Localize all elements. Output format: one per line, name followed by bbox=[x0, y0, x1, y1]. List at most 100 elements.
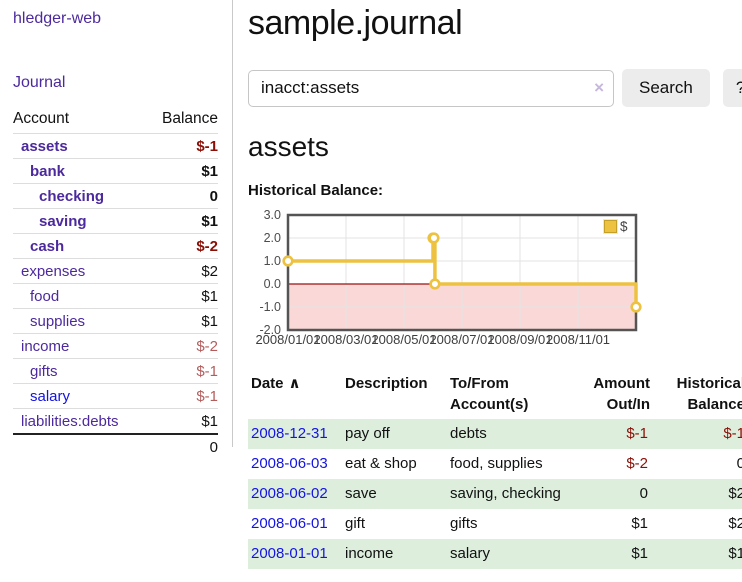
table-row: 2008-06-01 gift gifts $1 $2 bbox=[248, 509, 742, 539]
transaction-date-link[interactable]: 2008-06-02 bbox=[251, 485, 328, 502]
transaction-amount: $1 bbox=[631, 515, 648, 532]
amount-column-header: Amount Out/In bbox=[593, 375, 650, 413]
sidebar-account-link[interactable]: expenses bbox=[21, 262, 86, 280]
sidebar-account-link[interactable]: gifts bbox=[30, 362, 58, 380]
sidebar-account-link[interactable]: cash bbox=[30, 237, 65, 255]
help-button[interactable]: ? bbox=[722, 69, 742, 107]
search-button[interactable]: Search bbox=[622, 69, 710, 107]
table-row: 2008-12-31 pay off debts $-1 $-1 bbox=[248, 419, 742, 449]
transaction-date: 2008-01-01 bbox=[248, 539, 345, 569]
account-cell: checking bbox=[13, 183, 147, 209]
accounts-header: Account bbox=[13, 110, 70, 127]
transaction-balance: $2 bbox=[728, 515, 742, 532]
account-balance: $1 bbox=[146, 308, 218, 334]
sidebar-account-link[interactable]: liabilities:debts bbox=[21, 412, 119, 430]
accounts-table: Account Balance assets $-1 bank $1 checking 0… bbox=[13, 107, 218, 459]
balance-chart: $ 3.0 2.0 1.0 0.0 -1.0 -2.0 2008/01/01 2008/03/… bbox=[248, 206, 742, 356]
account-balance: $1 bbox=[146, 408, 218, 434]
transaction-date-link[interactable]: 2008-12-31 bbox=[251, 425, 328, 442]
sidebar-account-link[interactable]: assets bbox=[21, 137, 68, 155]
account-cell: assets bbox=[13, 133, 147, 159]
transaction-date-link[interactable]: 2008-01-01 bbox=[251, 545, 328, 562]
legend-swatch bbox=[603, 219, 618, 234]
sidebar-account-link[interactable]: salary bbox=[30, 387, 71, 405]
sidebar-account-link[interactable]: bank bbox=[30, 162, 66, 180]
y-axis-tick: -2.0 bbox=[259, 323, 281, 337]
date-column-header[interactable]: Date ∧ bbox=[251, 375, 301, 392]
account-balance: $1 bbox=[146, 208, 218, 234]
y-axis-tick: 2.0 bbox=[263, 231, 281, 245]
sidebar-account-link[interactable]: income bbox=[21, 337, 70, 355]
x-axis-tick: 2008/03/01 bbox=[313, 332, 379, 347]
transaction-accounts: salary bbox=[450, 545, 491, 562]
x-axis-tick: 2008/01/01 bbox=[255, 332, 321, 347]
transaction-amount: $1 bbox=[631, 545, 648, 562]
search-input[interactable] bbox=[248, 69, 614, 107]
account-row: salary $-1 bbox=[13, 383, 218, 409]
y-axis-tick: -1.0 bbox=[259, 300, 281, 314]
sidebar-account-link[interactable]: food bbox=[30, 287, 60, 305]
sidebar-account-link[interactable]: supplies bbox=[30, 312, 86, 330]
account-balance: $2 bbox=[146, 258, 218, 284]
account-cell: supplies bbox=[13, 308, 147, 334]
table-row: 2008-06-02 save saving, checking 0 $2 bbox=[248, 479, 742, 509]
table-row: 2008-01-01 income salary $1 $1 bbox=[248, 539, 742, 569]
transaction-date: 2008-06-01 bbox=[248, 509, 345, 539]
transaction-description: pay off bbox=[345, 425, 390, 442]
chart-legend: $ bbox=[603, 219, 628, 234]
account-row: income $-2 bbox=[13, 333, 218, 359]
transaction-balance: $2 bbox=[728, 485, 742, 502]
description-column-header: Description bbox=[345, 375, 428, 392]
accounts-total-row: 0 bbox=[13, 433, 218, 459]
transaction-description: gift bbox=[345, 515, 366, 532]
total-spacer bbox=[13, 433, 147, 459]
account-row: liabilities:debts $1 bbox=[13, 408, 218, 434]
account-row: bank $1 bbox=[13, 158, 218, 184]
x-axis-tick: 2008/09/01 bbox=[487, 332, 553, 347]
account-balance: $-1 bbox=[146, 358, 218, 384]
accounts-tbody: assets $-1 bank $1 checking 0 saving $1 cash $-2 e… bbox=[13, 133, 218, 434]
page-title: sample.journal bbox=[248, 4, 463, 42]
account-balance: $-2 bbox=[146, 233, 218, 259]
account-cell: cash bbox=[13, 233, 147, 259]
account-row: assets $-1 bbox=[13, 133, 218, 159]
transaction-description: eat & shop bbox=[345, 455, 417, 472]
table-row: 2008-06-03 eat & shop food, supplies $-2 0 bbox=[248, 449, 742, 479]
transaction-balance: $1 bbox=[728, 545, 742, 562]
sort-asc-icon: ∧ bbox=[288, 375, 301, 392]
transaction-balance: $-1 bbox=[723, 425, 742, 442]
account-balance: $1 bbox=[146, 283, 218, 309]
transaction-description: income bbox=[345, 545, 394, 562]
register-table: Date ∧ Description To/From Account(s) Amo… bbox=[248, 369, 742, 569]
transaction-date-link[interactable]: 2008-06-01 bbox=[251, 515, 328, 532]
account-row: checking 0 bbox=[13, 183, 218, 209]
transaction-balance: 0 bbox=[736, 455, 742, 472]
account-row: saving $1 bbox=[13, 208, 218, 234]
app-title-link[interactable]: hledger-web bbox=[13, 10, 102, 27]
transaction-date: 2008-12-31 bbox=[248, 419, 345, 449]
y-axis-tick: 1.0 bbox=[263, 254, 281, 268]
sidebar: hledger-web Journal Account Balance asse… bbox=[0, 0, 233, 582]
balance-header: Balance bbox=[161, 110, 218, 127]
transaction-amount: 0 bbox=[639, 485, 648, 502]
account-cell: salary bbox=[13, 383, 147, 409]
register-tbody: 2008-12-31 pay off debts $-1 $-1 2008-06-03 ea… bbox=[248, 419, 742, 569]
transaction-accounts: saving, checking bbox=[450, 485, 561, 502]
legend-label: $ bbox=[620, 219, 628, 234]
y-axis-tick: 3.0 bbox=[263, 208, 281, 222]
transaction-date: 2008-06-02 bbox=[248, 479, 345, 509]
transaction-amount: $-1 bbox=[626, 425, 648, 442]
sidebar-item-journal[interactable]: Journal bbox=[13, 74, 66, 91]
account-cell: food bbox=[13, 283, 147, 309]
account-cell: bank bbox=[13, 158, 147, 184]
transaction-date-link[interactable]: 2008-06-03 bbox=[251, 455, 328, 472]
account-cell: gifts bbox=[13, 358, 147, 384]
balance-column-header: Historical Balance bbox=[676, 375, 742, 413]
clear-search-icon[interactable]: × bbox=[594, 77, 604, 97]
sidebar-account-link[interactable]: saving bbox=[39, 212, 87, 230]
transaction-amount: $-2 bbox=[626, 455, 648, 472]
transaction-accounts: debts bbox=[450, 425, 487, 442]
accounts-total-value: 0 bbox=[146, 433, 218, 459]
sidebar-account-link[interactable]: checking bbox=[39, 187, 105, 205]
